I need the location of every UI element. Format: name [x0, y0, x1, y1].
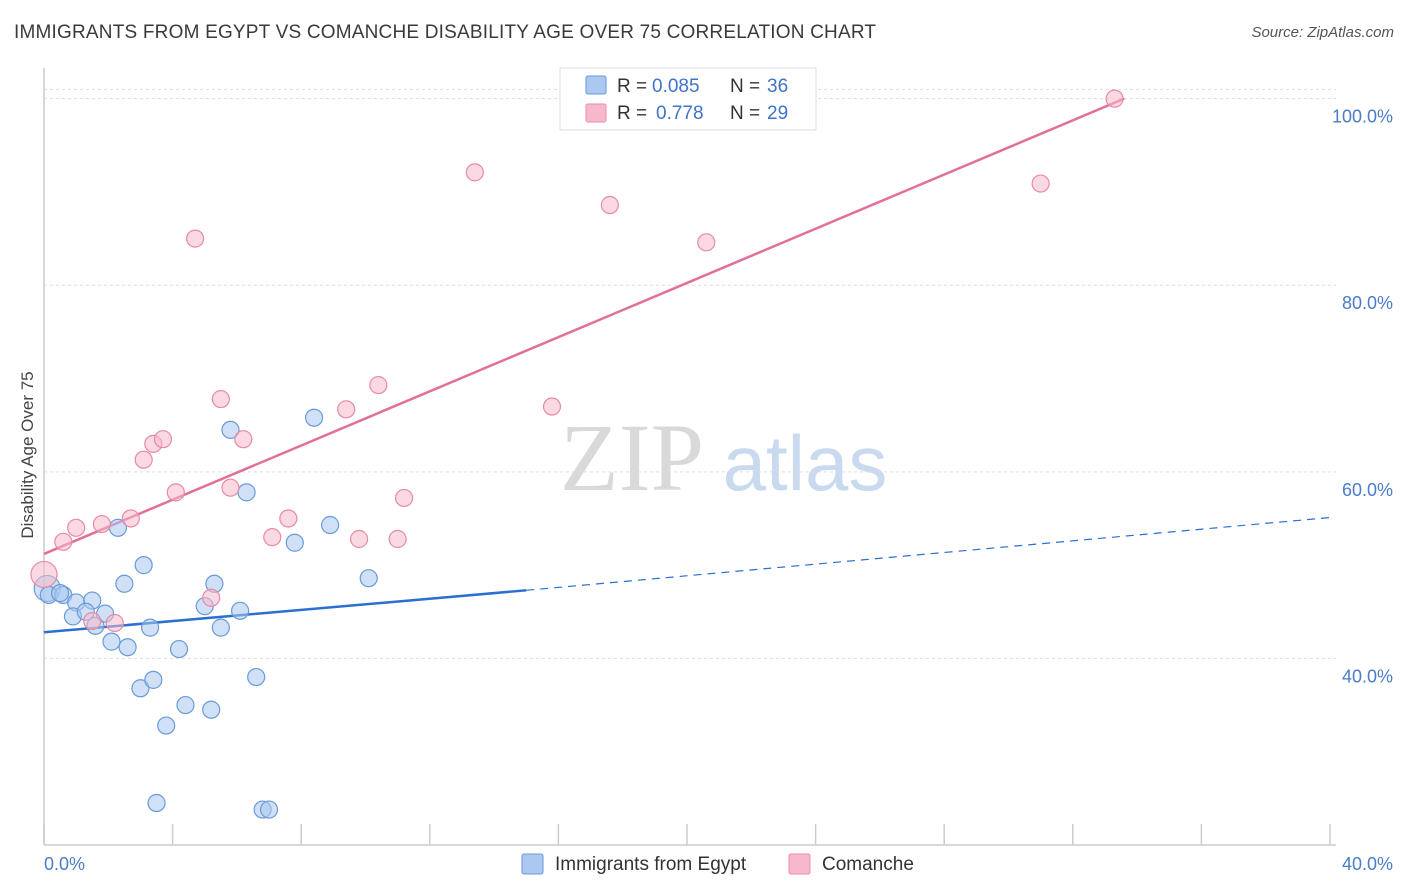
legend-r-label-2: R = [617, 103, 647, 124]
legend-r-label-1: R = [617, 76, 647, 97]
egypt-point-18 [169, 639, 189, 659]
y-tick-label-60: 60.0% [1342, 480, 1393, 500]
egypt-point-12 [134, 556, 153, 575]
bottom-legend: Immigrants from Egypt Comanche [521, 853, 914, 875]
comanche-point-26 [697, 233, 716, 252]
y-tick-labels: 40.0% 60.0% 80.0% 100.0% [1332, 107, 1393, 687]
egypt-point-32 [359, 569, 378, 588]
comanche-point-7 [134, 450, 153, 469]
comanche-point-16 [263, 528, 282, 547]
egypt-point-19 [157, 716, 176, 735]
watermark-atlas: atlas [723, 419, 888, 507]
watermark-zip: ZIP [560, 404, 704, 511]
legend-swatch-pink [585, 103, 607, 123]
comanche-point-28 [1105, 89, 1124, 108]
egypt-point-13 [102, 632, 121, 651]
egypt-point-11 [115, 574, 134, 593]
egypt-point-31 [321, 515, 340, 535]
legend-r-value-1: 0.085 [652, 76, 700, 97]
comanche-point-19 [349, 529, 369, 549]
legend-n-value-2: 29 [767, 103, 788, 124]
comanche-point-12 [202, 588, 221, 607]
data-points [30, 89, 1124, 819]
comanche-point-21 [388, 529, 407, 549]
y-tick-label-80: 80.0% [1342, 293, 1393, 313]
bottom-legend-label-comanche: Comanche [822, 854, 914, 875]
comanche-point-6 [121, 509, 140, 528]
chart-title: IMMIGRANTS FROM EGYPT VS COMANCHE DISABI… [14, 22, 877, 43]
gridlines [44, 88, 1336, 659]
egypt-point-17 [144, 670, 163, 689]
legend-r-value-2: 0.778 [656, 103, 704, 124]
comanche-point-17 [279, 509, 298, 528]
top-legend: R = 0.085 N = 36 R = 0.778 N = 29 [559, 67, 817, 131]
x-tick-label-min: 0.0% [44, 854, 85, 874]
egypt-trend-dashed [526, 516, 1331, 591]
legend-n-label-1: N = [730, 76, 760, 97]
comanche-point-18 [337, 400, 356, 419]
egypt-point-3 [50, 584, 70, 603]
x-ticks [43, 824, 1331, 845]
egypt-point-29 [285, 533, 304, 552]
y-axis-label: Disability Age Over 75 [18, 371, 37, 538]
egypt-point-28 [247, 667, 266, 687]
y-tick-label-100: 100.0% [1332, 107, 1393, 127]
comanche-point-24 [542, 397, 562, 416]
comanche-point-5 [105, 613, 124, 633]
comanche-point-9 [153, 430, 173, 449]
comanche-point-13 [211, 389, 230, 409]
egypt-point-27 [237, 483, 256, 502]
legend-n-value-1: 36 [767, 76, 788, 97]
legend-swatch-blue [585, 75, 607, 95]
comanche-point-4 [92, 514, 111, 534]
egypt-point-33 [147, 793, 166, 813]
egypt-point-22 [202, 700, 221, 719]
comanche-point-22 [394, 488, 414, 508]
comanche-point-2 [67, 518, 86, 537]
trend-lines [43, 97, 1331, 634]
comanche-point-0 [30, 560, 58, 589]
bottom-legend-swatch-blue [521, 853, 544, 875]
egypt-point-14 [118, 638, 137, 657]
egypt-trend-solid [43, 589, 527, 634]
comanche-point-23 [465, 163, 484, 182]
egypt-point-16 [131, 679, 150, 698]
bottom-legend-swatch-pink [788, 853, 811, 875]
egypt-point-25 [231, 601, 250, 620]
comanche-point-11 [186, 229, 205, 248]
egypt-point-24 [211, 618, 230, 637]
y-tick-label-40: 40.0% [1342, 666, 1393, 686]
comanche-point-25 [600, 195, 619, 215]
comanche-point-1 [54, 532, 73, 551]
x-tick-label-max: 40.0% [1342, 854, 1393, 874]
egypt-point-15 [140, 618, 160, 637]
legend-n-label-2: N = [730, 103, 760, 124]
egypt-point-30 [304, 408, 324, 427]
comanche-trend-solid [43, 97, 1125, 556]
egypt-point-35 [259, 800, 279, 819]
comanche-point-3 [83, 611, 102, 631]
bottom-legend-label-egypt: Immigrants from Egypt [555, 854, 747, 875]
egypt-point-26 [221, 420, 240, 439]
comanche-point-20 [369, 375, 388, 395]
comanche-point-15 [234, 430, 253, 449]
comanche-point-14 [221, 478, 240, 497]
comanche-point-27 [1031, 174, 1050, 193]
egypt-point-20 [176, 695, 195, 715]
comanche-point-10 [166, 483, 185, 502]
source-credit: Source: ZipAtlas.com [1251, 24, 1394, 41]
